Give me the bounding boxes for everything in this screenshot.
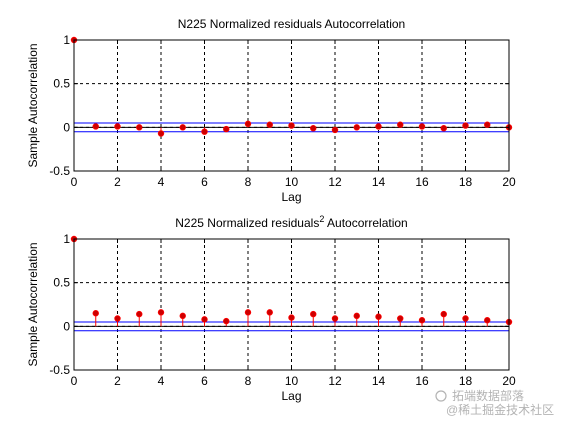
- watermark-subtext: @稀土掘金技术社区: [446, 402, 554, 417]
- stem-marker-lag-15: [397, 315, 404, 322]
- y-tick-label: 1: [63, 33, 70, 47]
- y-tick-label: 0: [63, 319, 70, 333]
- x-tick-label: 10: [285, 175, 299, 189]
- stem-marker-lag-10: [288, 314, 295, 321]
- stem-marker-lag-5: [179, 312, 186, 320]
- y-tick-label: 0.5: [53, 77, 70, 91]
- x-tick-label: 20: [502, 175, 516, 189]
- y-tick-label: -0.5: [49, 164, 70, 178]
- x-tick-label: 2: [114, 374, 121, 388]
- x-tick-label: 14: [372, 374, 386, 388]
- y-axis-label: Sample Autocorrelation: [26, 242, 40, 366]
- stem-marker-lag-15: [397, 121, 404, 128]
- x-tick-label: 18: [459, 374, 473, 388]
- stem-marker-lag-11: [310, 125, 317, 132]
- x-tick-label: 0: [71, 374, 78, 388]
- stem-marker-lag-12: [331, 315, 339, 322]
- stem-marker-lag-16: [418, 123, 426, 130]
- stem-marker-lag-17: [440, 310, 447, 318]
- x-tick-label: 0: [71, 175, 78, 189]
- stem-marker-lag-13: [353, 312, 360, 320]
- stem-marker-lag-10: [288, 122, 295, 129]
- stem-marker-lag-2: [114, 123, 121, 130]
- watermark: 拓端数据部落@稀土掘金技术社区: [435, 388, 554, 417]
- stem-marker-lag-1: [92, 123, 99, 130]
- y-axis-label: Sample Autocorrelation: [26, 43, 40, 167]
- stem-marker-lag-19: [484, 317, 491, 324]
- stem-marker-lag-19: [484, 121, 491, 128]
- stem-marker-lag-5: [179, 124, 186, 131]
- x-tick-label: 2: [114, 175, 121, 189]
- stem-marker-lag-6: [201, 128, 208, 135]
- stem-marker-lag-14: [375, 313, 382, 320]
- x-tick-label: 4: [158, 374, 165, 388]
- stem-marker-lag-8: [244, 120, 252, 128]
- stem-marker-lag-2: [114, 315, 121, 322]
- stem-marker-lag-8: [244, 309, 252, 316]
- chart-title: N225 Normalized residuals Autocorrelatio…: [178, 17, 405, 31]
- stem-marker-lag-1: [92, 310, 99, 317]
- x-tick-label: 14: [372, 175, 386, 189]
- stem-marker-lag-7: [223, 125, 230, 133]
- x-tick-label: 18: [459, 175, 473, 189]
- x-tick-label: 16: [415, 374, 429, 388]
- x-tick-label: 6: [201, 374, 208, 388]
- x-axis-label: Lag: [281, 190, 301, 204]
- watermark-icon: [435, 390, 447, 402]
- stem-marker-lag-13: [353, 124, 360, 131]
- watermark-text: 拓端数据部落: [452, 388, 524, 403]
- stem-marker-lag-16: [418, 317, 426, 324]
- chart-title: N225 Normalized residuals2 Autocorrelati…: [175, 214, 407, 230]
- x-tick-label: 12: [328, 374, 342, 388]
- stem-marker-lag-6: [201, 316, 208, 323]
- stem-marker-lag-11: [310, 310, 317, 318]
- x-tick-label: 4: [158, 175, 165, 189]
- x-tick-label: 16: [415, 175, 429, 189]
- stem-marker-lag-12: [331, 126, 339, 134]
- x-ticks: 0 2 4 6 8 10 12 14 16 18 20: [71, 40, 516, 189]
- x-tick-label: 8: [245, 374, 252, 388]
- gridlines: [74, 239, 509, 370]
- stem-marker-lag-3: [136, 124, 143, 131]
- x-axis-label: Lag: [281, 389, 301, 403]
- stem-marker-lag-14: [375, 123, 382, 130]
- y-tick-label: -0.5: [49, 363, 70, 377]
- y-tick-label: 0.5: [53, 276, 70, 290]
- stem-marker-lag-9: [266, 121, 273, 128]
- x-tick-label: 12: [328, 175, 342, 189]
- y-tick-label: 0: [63, 120, 70, 134]
- y-tick-label: 1: [63, 232, 70, 246]
- stem-marker-lag-9: [266, 309, 273, 316]
- stem-marker-lag-4: [157, 309, 165, 316]
- x-tick-label: 20: [502, 374, 516, 388]
- x-tick-label: 8: [245, 175, 252, 189]
- stem-marker-lag-3: [136, 310, 143, 318]
- x-tick-label: 6: [201, 175, 208, 189]
- y-ticks: -0.5 0 0.5 1: [49, 33, 509, 178]
- stem-marker-lag-18: [462, 315, 469, 322]
- stem-marker-lag-4: [157, 130, 165, 137]
- stem-marker-lag-7: [223, 317, 230, 325]
- x-ticks: 0 2 4 6 8 10 12 14 16 18 20: [71, 239, 516, 388]
- y-ticks: -0.5 0 0.5 1: [49, 232, 509, 377]
- stem-marker-lag-18: [462, 122, 469, 129]
- x-tick-label: 10: [285, 374, 299, 388]
- stem-marker-lag-17: [440, 125, 447, 132]
